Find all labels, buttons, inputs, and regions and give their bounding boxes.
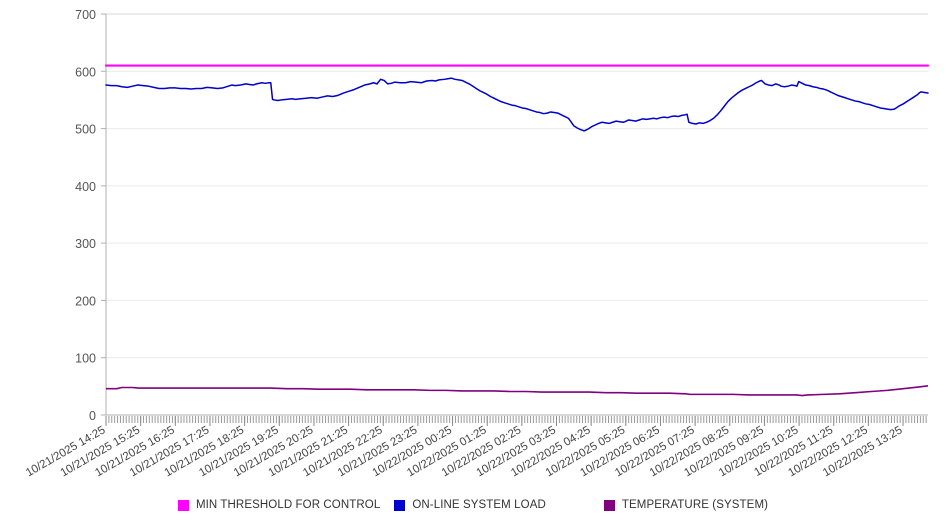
- legend-item-min-threshold[interactable]: MIN THRESHOLD FOR CONTROL: [177, 499, 381, 511]
- series-group: [104, 64, 930, 397]
- y-tick-label: 200: [75, 294, 96, 308]
- legend-swatch-magenta: [177, 499, 189, 511]
- x-axis-minor-ticks: [105, 416, 927, 423]
- y-tick-label: 0: [89, 409, 96, 423]
- gridlines: [106, 13, 928, 359]
- legend-label: ON-LINE SYSTEM LOAD: [412, 499, 546, 511]
- chart-legend: MIN THRESHOLD FOR CONTROL ON-LINE SYSTEM…: [0, 494, 946, 516]
- y-tick-label: 700: [75, 8, 96, 22]
- series-temperature-system: [106, 384, 929, 397]
- y-axis-labels: 700 600 500 400 300 200 100 0: [75, 8, 96, 423]
- legend-item-online-system-load[interactable]: ON-LINE SYSTEM LOAD: [394, 499, 546, 511]
- series-on-line-system-load: [105, 77, 929, 132]
- y-tick-label: 100: [75, 352, 96, 366]
- y-tick-label: 400: [75, 180, 96, 194]
- legend-item-temperature-system[interactable]: TEMPERATURE (SYSTEM): [603, 499, 769, 511]
- legend-swatch-blue: [394, 499, 406, 511]
- x-axis-major-ticks: [105, 416, 904, 426]
- y-tick-label: 300: [75, 237, 96, 251]
- y-tick-label: 500: [75, 123, 96, 137]
- line-chart: 700 600 500 400 300 200 100 0 10/21/2025…: [24, 8, 930, 479]
- y-tick-label: 600: [75, 65, 96, 79]
- legend-label: MIN THRESHOLD FOR CONTROL: [195, 499, 381, 511]
- legend-swatch-purple: [603, 499, 615, 511]
- y-axis-ticks: [101, 13, 106, 416]
- legend-label: TEMPERATURE (SYSTEM): [621, 499, 769, 511]
